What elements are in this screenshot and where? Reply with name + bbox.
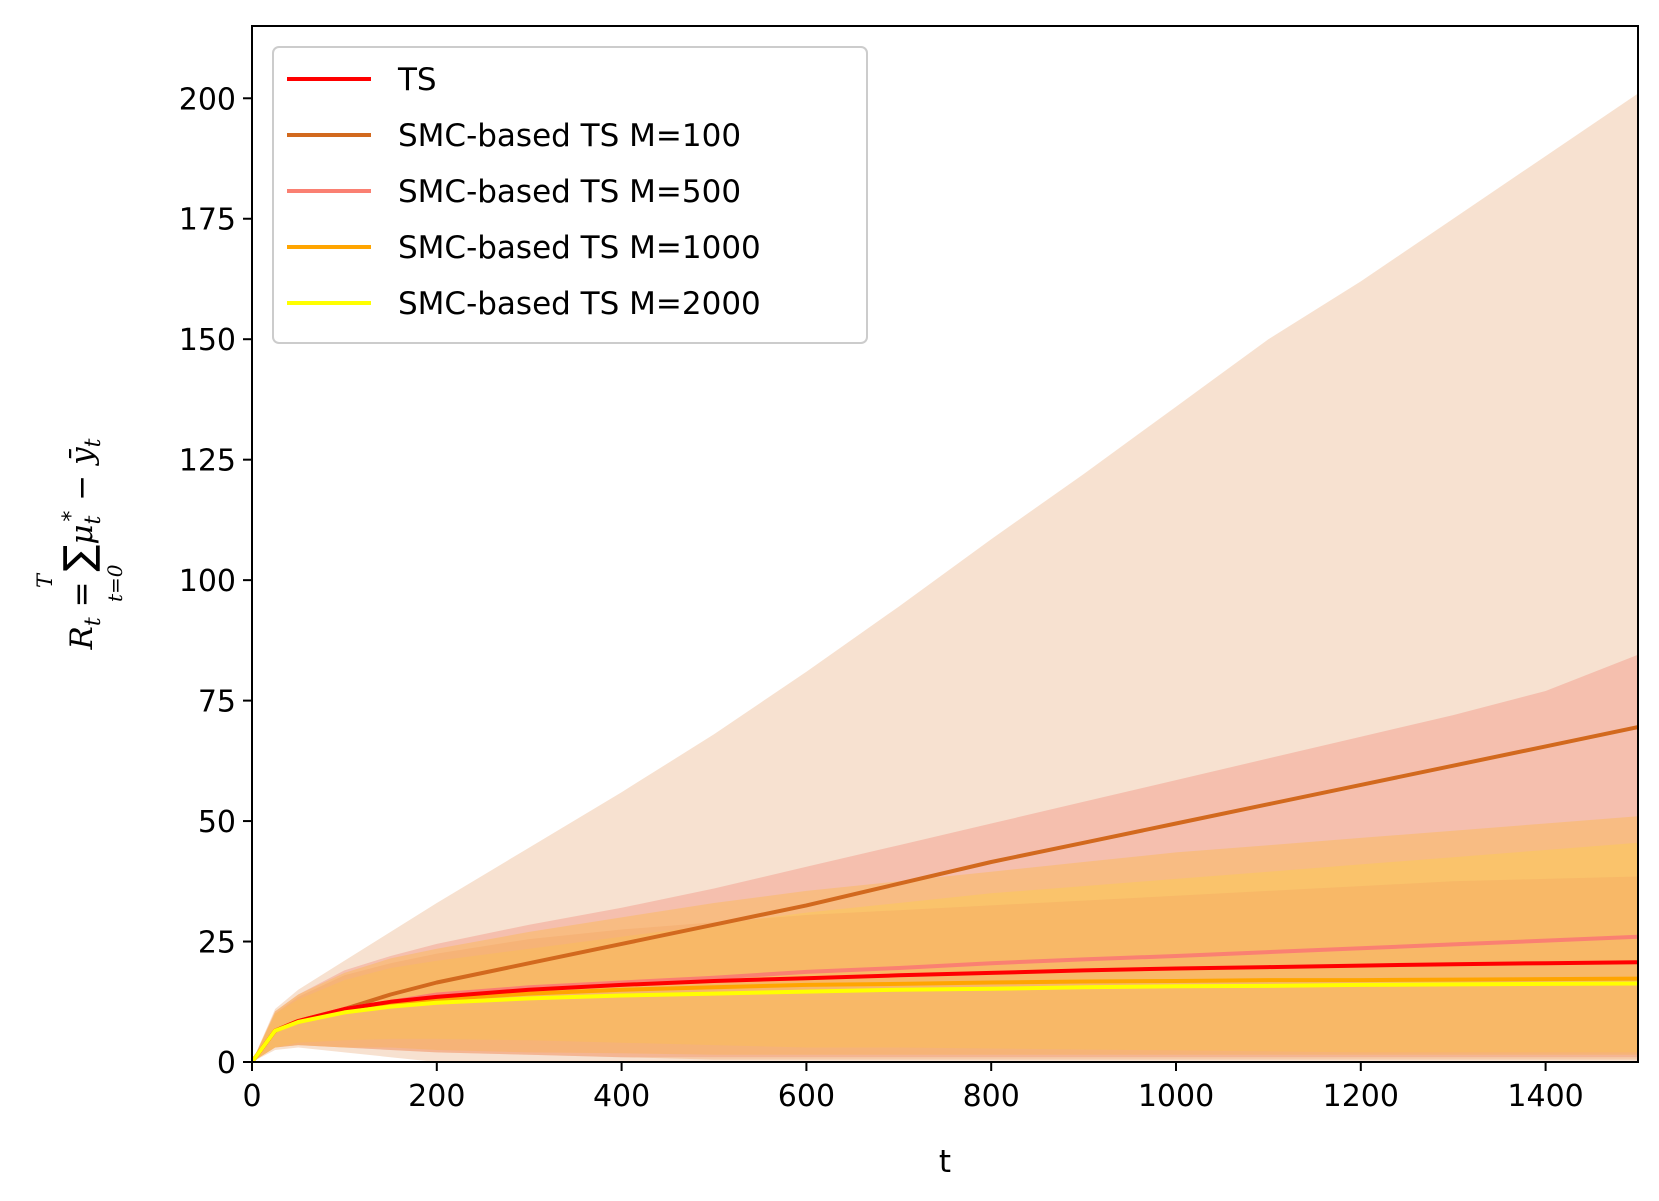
ylabel-sub-t0: t=0 xyxy=(103,564,127,602)
ylabel-star: * xyxy=(59,511,84,522)
legend-label-smc-based-ts-m-500: SMC-based TS M=500 xyxy=(398,174,741,210)
x-tick-label: 400 xyxy=(593,1079,650,1114)
y-tick-label: 75 xyxy=(198,685,236,720)
x-tick-label: 0 xyxy=(242,1079,261,1114)
band-ts xyxy=(252,876,1638,1062)
legend-label-ts: TS xyxy=(397,62,437,98)
y-tick-label: 125 xyxy=(179,444,236,479)
series-line-smc-based-ts-m-2000 xyxy=(252,981,1638,1062)
y-tick-label: 0 xyxy=(217,1046,236,1081)
x-tick-label: 1000 xyxy=(1138,1079,1214,1114)
legend-label-smc-based-ts-m-1000: SMC-based TS M=1000 xyxy=(398,230,761,266)
ylabel-sub-t: t xyxy=(81,617,106,626)
series-line-ts xyxy=(252,960,1638,1062)
band-smc-based-ts-m-2000 xyxy=(252,842,1638,1062)
ylabel-eq: = xyxy=(64,572,100,618)
x-tick-label: 200 xyxy=(408,1079,465,1114)
x-axis-label: t xyxy=(939,1144,951,1180)
plot-frame xyxy=(251,25,1639,1063)
ylabel-r: R xyxy=(64,626,100,650)
y-tick-label: 100 xyxy=(179,564,236,599)
ylabel-minus: − xyxy=(64,465,100,511)
ylabel-mu-sub-t: t xyxy=(81,515,106,524)
legend-box xyxy=(272,46,868,344)
x-tick-label: 1200 xyxy=(1323,1079,1399,1114)
legend-label-smc-based-ts-m-100: SMC-based TS M=100 xyxy=(398,118,741,154)
confidence-bands xyxy=(252,93,1638,1062)
y-tick-label: 25 xyxy=(198,926,236,961)
ylabel-sigma: ∑ xyxy=(56,545,102,572)
ylabel-mu: μ xyxy=(64,524,100,544)
x-tick-label: 800 xyxy=(963,1079,1020,1114)
svg-text:Rt = ∑μt* − ȳt: Rt = ∑μt* − ȳt xyxy=(56,438,106,650)
y-tick-label: 200 xyxy=(179,82,236,117)
band-smc-based-ts-m-500 xyxy=(252,654,1638,1062)
series-lines xyxy=(252,725,1638,1062)
x-tick-label: 600 xyxy=(778,1079,835,1114)
y-tick-label: 175 xyxy=(179,203,236,238)
legend-label-smc-based-ts-m-2000: SMC-based TS M=2000 xyxy=(398,286,761,322)
y-axis: 0 25 50 75 100 125 150 175 200 xyxy=(179,82,252,1081)
band-smc-based-ts-m-1000 xyxy=(252,816,1638,1062)
ylabel-ybar: ȳ xyxy=(64,447,100,467)
ylabel-y-sub-t: t xyxy=(81,438,106,447)
x-axis: 0 200 400 600 800 1000 1200 1400 xyxy=(242,1062,1584,1114)
y-tick-label: 50 xyxy=(198,805,236,840)
y-tick-label: 150 xyxy=(179,323,236,358)
legend: TS SMC-based TS M=100 SMC-based TS M=500 SM… xyxy=(272,46,868,344)
y-axis-label: Rt = ∑μt* − ȳt T t=0 xyxy=(33,438,127,650)
ylabel-sup-T: T xyxy=(33,572,57,588)
x-tick-label: 1400 xyxy=(1507,1079,1583,1114)
band-smc-based-ts-m-100 xyxy=(252,93,1638,1062)
